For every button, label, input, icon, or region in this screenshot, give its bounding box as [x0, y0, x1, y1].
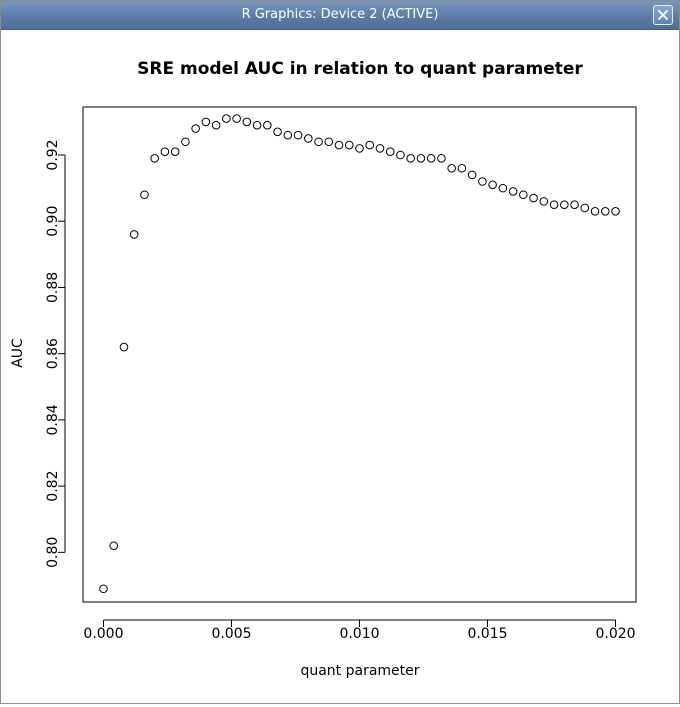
x-axis: 0.000 0.005 0.010 0.015 0.020 [83, 619, 636, 642]
y-tick-label: 0.88 [45, 272, 61, 303]
data-point [385, 147, 395, 156]
data-point [498, 183, 508, 193]
data-point [273, 127, 282, 137]
x-tick-label: 0.000 [83, 626, 123, 642]
window-title: R Graphics: Device 2 (ACTIVE) [241, 7, 439, 22]
data-point [252, 120, 262, 130]
y-tick-label: 0.84 [45, 404, 61, 435]
data-point [324, 137, 334, 147]
data-point [211, 120, 221, 130]
scatter-chart: SRE model AUC in relation to quant param… [10, 59, 637, 679]
data-point [437, 154, 446, 163]
y-tick-label: 0.82 [45, 471, 61, 502]
x-tick-label: 0.005 [211, 626, 251, 642]
data-point [293, 130, 303, 140]
data-point [539, 197, 549, 206]
data-point [467, 170, 477, 180]
plot-canvas: SRE model AUC in relation to quant param… [1, 30, 679, 703]
y-tick-label: 0.90 [45, 206, 61, 237]
data-point [519, 190, 528, 200]
data-point [529, 193, 538, 203]
data-point [334, 140, 344, 150]
data-point [263, 120, 272, 130]
data-point [365, 140, 375, 150]
data-point [508, 187, 518, 196]
data-point [580, 203, 590, 213]
data-point [406, 154, 416, 163]
data-point [560, 200, 569, 209]
data-point [344, 140, 354, 150]
data-point [150, 154, 159, 163]
y-axis-label: AUC [10, 338, 26, 368]
data-point [600, 206, 610, 216]
data-point [232, 114, 241, 123]
data-point [119, 342, 129, 352]
data-point [375, 144, 385, 153]
x-tick-label: 0.020 [595, 626, 635, 642]
data-point [181, 137, 190, 147]
x-tick-label: 0.010 [339, 626, 379, 642]
data-point [201, 117, 211, 127]
data-point [283, 130, 293, 140]
data-point [242, 117, 252, 127]
data-point [570, 200, 579, 209]
data-point [478, 177, 487, 186]
data-points [99, 114, 620, 594]
plot-box [82, 106, 637, 603]
data-point [129, 230, 139, 239]
data-point [191, 124, 200, 133]
close-icon [657, 9, 669, 21]
data-point [457, 163, 467, 173]
data-point [590, 206, 600, 216]
data-point [611, 206, 620, 216]
chart-title: SRE model AUC in relation to quant param… [137, 59, 583, 79]
x-axis-label: quant parameter [300, 663, 419, 679]
y-tick-label: 0.80 [45, 537, 61, 568]
data-point [416, 154, 426, 163]
x-tick-label: 0.015 [467, 626, 507, 642]
data-point [488, 180, 497, 190]
window-titlebar[interactable]: R Graphics: Device 2 (ACTIVE) [1, 1, 679, 30]
data-point [170, 147, 180, 156]
data-point [426, 154, 436, 163]
data-point [396, 150, 405, 160]
data-point [303, 134, 313, 143]
data-point [99, 584, 108, 594]
y-tick-label: 0.86 [45, 338, 61, 369]
y-axis: 0.80 0.82 0.84 0.86 0.88 0.90 0.92 [45, 139, 66, 568]
data-point [549, 200, 559, 209]
data-point [314, 137, 323, 147]
data-point [222, 114, 231, 123]
data-point [355, 144, 364, 153]
data-point [447, 163, 456, 173]
data-point [109, 541, 119, 551]
y-tick-label: 0.92 [45, 139, 61, 170]
data-point [140, 190, 149, 200]
data-point [160, 147, 170, 156]
close-button[interactable] [653, 5, 673, 25]
